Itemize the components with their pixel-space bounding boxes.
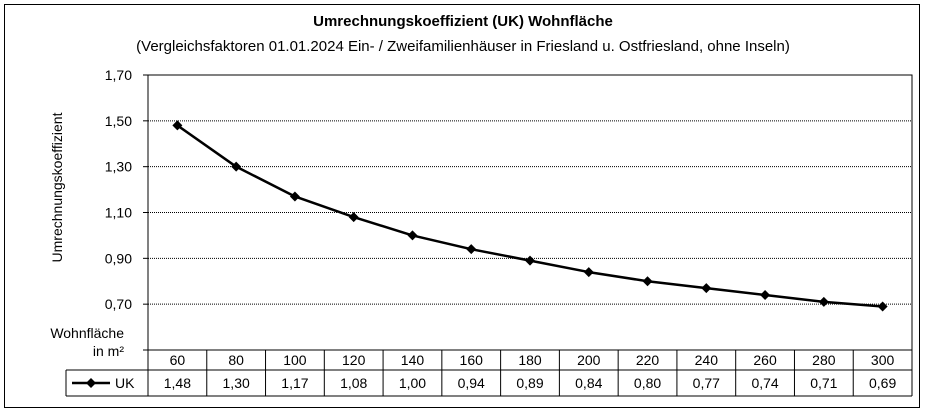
data-point-marker: [760, 290, 771, 300]
chart-subtitle: (Vergleichsfaktoren 01.01.2024 Ein- / Zw…: [136, 38, 790, 55]
table-value: 0,89: [516, 375, 543, 391]
data-point-marker: [231, 161, 242, 172]
data-point-marker: [877, 301, 888, 312]
x-tick-label: 260: [753, 352, 777, 368]
table-value: 0,80: [634, 375, 661, 391]
table-value: 0,71: [810, 375, 837, 391]
table-value: 1,30: [223, 375, 250, 391]
table-value: 1,00: [399, 375, 426, 391]
table-value: 1,17: [281, 375, 308, 391]
data-point-marker: [525, 255, 535, 266]
y-tick-label: 1,50: [105, 113, 132, 129]
x-tick-label: 100: [283, 352, 307, 368]
x-unit-label: Wohnfläche: [50, 325, 124, 341]
x-tick-label: 120: [342, 352, 366, 368]
data-point-marker: [583, 267, 594, 278]
x-tick-label: 160: [460, 352, 484, 368]
x-tick-label: 280: [812, 352, 836, 368]
x-tick-label: 140: [401, 352, 425, 368]
series-line-uk: [176, 124, 883, 308]
legend-marker: [86, 378, 96, 388]
data-point-marker: [818, 296, 829, 307]
x-unit-label: in m²: [93, 343, 124, 359]
table-value: 0,69: [869, 375, 896, 391]
x-tick-label: 60: [170, 352, 186, 368]
table-value: 1,08: [340, 375, 367, 391]
legend-label: UK: [115, 375, 135, 391]
x-tick-label: 300: [871, 352, 895, 368]
y-axis-label: Umrechnungskoeffizient: [49, 112, 65, 262]
table-value: 0,77: [693, 375, 720, 391]
data-point-marker: [642, 276, 653, 287]
y-tick-label: 1,30: [105, 159, 132, 175]
chart-title: Umrechnungskoeffizient (UK) Wohnfläche: [313, 13, 613, 30]
y-tick-label: 0,70: [105, 296, 132, 312]
data-point-marker: [289, 191, 300, 202]
y-tick-label: 0,90: [105, 250, 132, 266]
x-tick-label: 240: [695, 352, 719, 368]
table-value: 0,84: [575, 375, 602, 391]
y-tick-label: 1,10: [105, 205, 132, 221]
x-tick-label: 180: [518, 352, 542, 368]
data-point-marker: [348, 212, 359, 223]
chart-frame: [4, 4, 920, 408]
x-tick-label: 220: [636, 352, 660, 368]
table-value: 0,74: [751, 375, 778, 391]
y-tick-label: 1,70: [105, 67, 132, 83]
x-tick-label: 200: [577, 352, 601, 368]
x-tick-label: 80: [228, 352, 244, 368]
data-point-marker: [466, 244, 477, 255]
data-point-marker: [701, 283, 712, 294]
data-point-marker: [172, 120, 183, 131]
data-point-marker: [407, 230, 418, 241]
table-value: 0,94: [458, 375, 485, 391]
table-value: 1,48: [164, 375, 191, 391]
